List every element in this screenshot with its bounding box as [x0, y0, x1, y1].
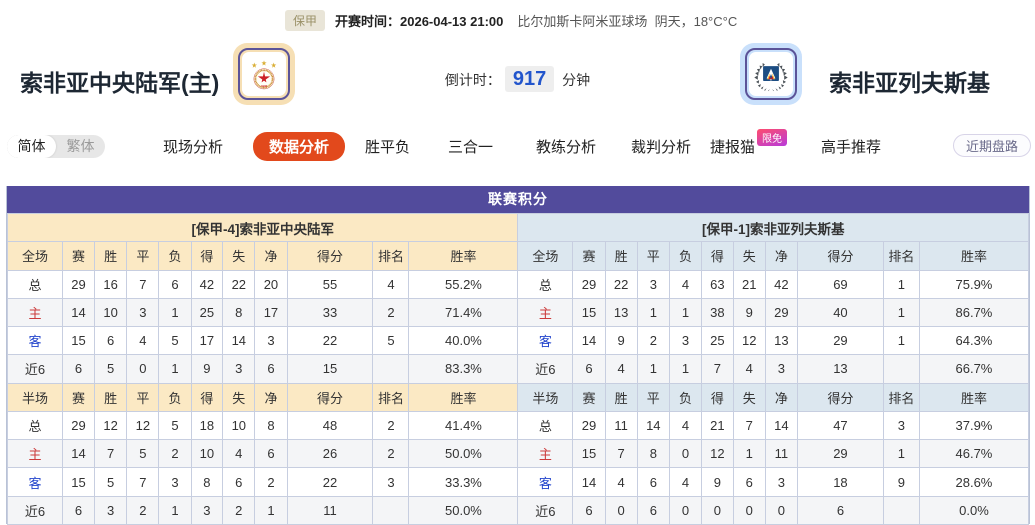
svg-text:1948: 1948 — [261, 84, 267, 88]
